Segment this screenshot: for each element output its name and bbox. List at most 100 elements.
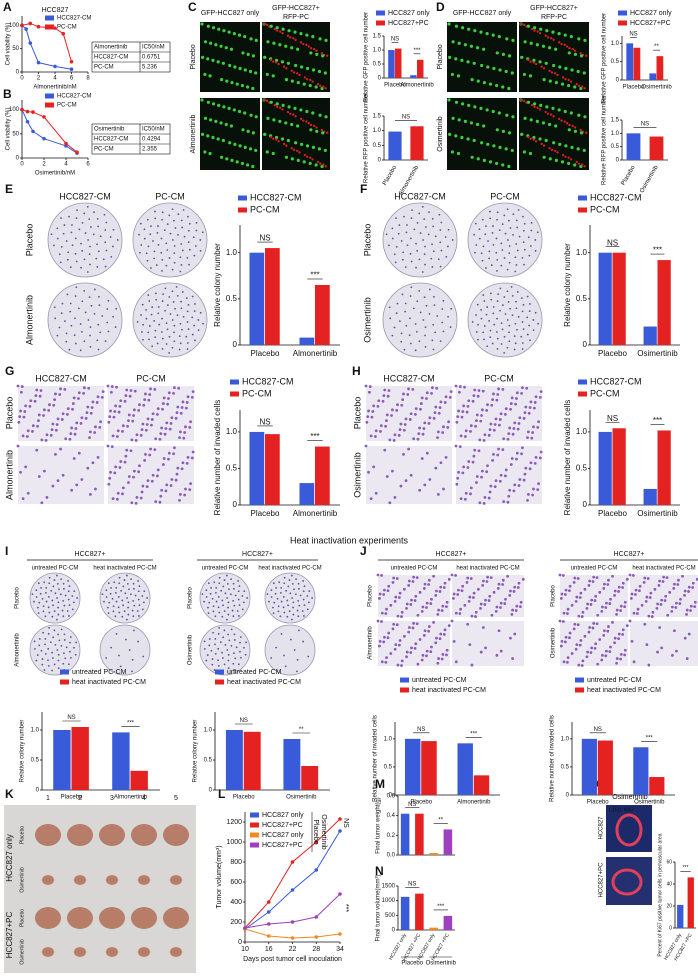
- bar: [53, 730, 71, 790]
- legend-swatch: [575, 687, 584, 693]
- invaded-cell: [528, 467, 532, 471]
- invaded-cell: [615, 657, 619, 660]
- cell: [311, 111, 315, 115]
- invaded-cell: [113, 471, 117, 475]
- cell: [286, 138, 291, 143]
- colony: [132, 615, 135, 618]
- significance: NS: [417, 727, 425, 733]
- column-label: PC-CM: [136, 373, 166, 383]
- cell: [290, 157, 294, 161]
- invaded-cell: [607, 625, 610, 628]
- invaded-cell: [526, 499, 529, 502]
- colony: [280, 600, 283, 603]
- invaded-cell: [492, 590, 496, 594]
- bar: [404, 738, 421, 795]
- invaded-cell: [378, 644, 381, 648]
- colony: [208, 601, 211, 604]
- invaded-cell: [623, 653, 627, 657]
- cell: [203, 40, 208, 44]
- cell: [463, 43, 467, 47]
- colony: [97, 348, 100, 351]
- column-label: HCC827-CM: [383, 373, 435, 383]
- colony: [503, 296, 506, 298]
- invaded-cell: [459, 607, 462, 611]
- cell: [219, 121, 223, 125]
- significance: NS: [607, 238, 618, 247]
- colony: [161, 300, 164, 302]
- colony: [151, 306, 154, 308]
- colony: [513, 348, 516, 351]
- invaded-cell: [609, 597, 612, 601]
- invaded-cell: [562, 611, 566, 615]
- invaded-cell: [619, 604, 623, 608]
- bar: [581, 738, 597, 795]
- invaded-cell: [605, 601, 608, 605]
- invaded-cell: [94, 487, 97, 491]
- y-axis-label: Relative number of invaded cells: [373, 715, 379, 802]
- colony: [418, 290, 421, 292]
- invaded-cell: [486, 575, 490, 579]
- invaded-cell: [471, 596, 475, 599]
- cell: [573, 85, 577, 89]
- cell: [486, 142, 490, 146]
- colony: [476, 303, 479, 306]
- colony: [487, 240, 489, 242]
- invaded-cell: [114, 404, 118, 408]
- colony: [44, 643, 46, 646]
- invaded-cell: [444, 455, 448, 459]
- invaded-cell: [448, 395, 452, 399]
- invaded-cell: [595, 576, 599, 579]
- cell: [522, 150, 527, 154]
- invaded-cell: [671, 605, 674, 609]
- cell: [497, 111, 501, 115]
- cell: [302, 119, 305, 122]
- cell: [302, 160, 306, 164]
- invaded-cell: [617, 585, 621, 589]
- invaded-cell: [129, 449, 133, 453]
- invaded-cell: [413, 412, 417, 416]
- invaded-cell: [127, 413, 131, 417]
- colony: [84, 311, 87, 314]
- invaded-cell: [613, 636, 617, 640]
- tumor: [67, 907, 93, 929]
- colony: [205, 596, 208, 598]
- invaded-cell: [617, 637, 620, 641]
- invaded-cell: [515, 391, 519, 395]
- x-tick-label: 34: [336, 946, 344, 953]
- invaded-cell: [517, 581, 521, 585]
- colony: [44, 653, 47, 655]
- y-tick-label: 800: [230, 859, 242, 866]
- invaded-cell: [492, 428, 496, 432]
- colony: [191, 316, 194, 319]
- row-sublabel: Placebo: [19, 826, 25, 844]
- cell: [262, 22, 266, 26]
- invaded-cell: [445, 653, 448, 657]
- invaded-cell: [466, 405, 470, 408]
- colony: [268, 600, 270, 603]
- colony: [109, 592, 112, 595]
- colony: [83, 340, 86, 343]
- invaded-cell: [108, 415, 112, 419]
- cell: [557, 41, 561, 44]
- invaded-cell: [632, 660, 636, 664]
- colony: [442, 299, 445, 302]
- x-tick-label: Almonertinib: [400, 83, 434, 89]
- invaded-cell: [516, 427, 520, 431]
- cell: [211, 102, 216, 106]
- cell: [305, 66, 310, 71]
- row-label: Almonertinib: [368, 626, 374, 660]
- invaded-cell: [396, 614, 400, 618]
- colony: [275, 587, 277, 589]
- cell: [286, 34, 290, 37]
- column-label: untreated PC-CM: [571, 566, 618, 572]
- invaded-cell: [528, 406, 532, 409]
- invaded-cell: [399, 422, 403, 426]
- colony: [147, 331, 150, 334]
- invaded-cell: [507, 494, 511, 498]
- cell: [547, 122, 552, 127]
- colony: [398, 320, 401, 323]
- colony: [532, 329, 535, 332]
- colony: [102, 258, 105, 261]
- cell: [569, 111, 573, 115]
- invaded-cell: [470, 663, 474, 667]
